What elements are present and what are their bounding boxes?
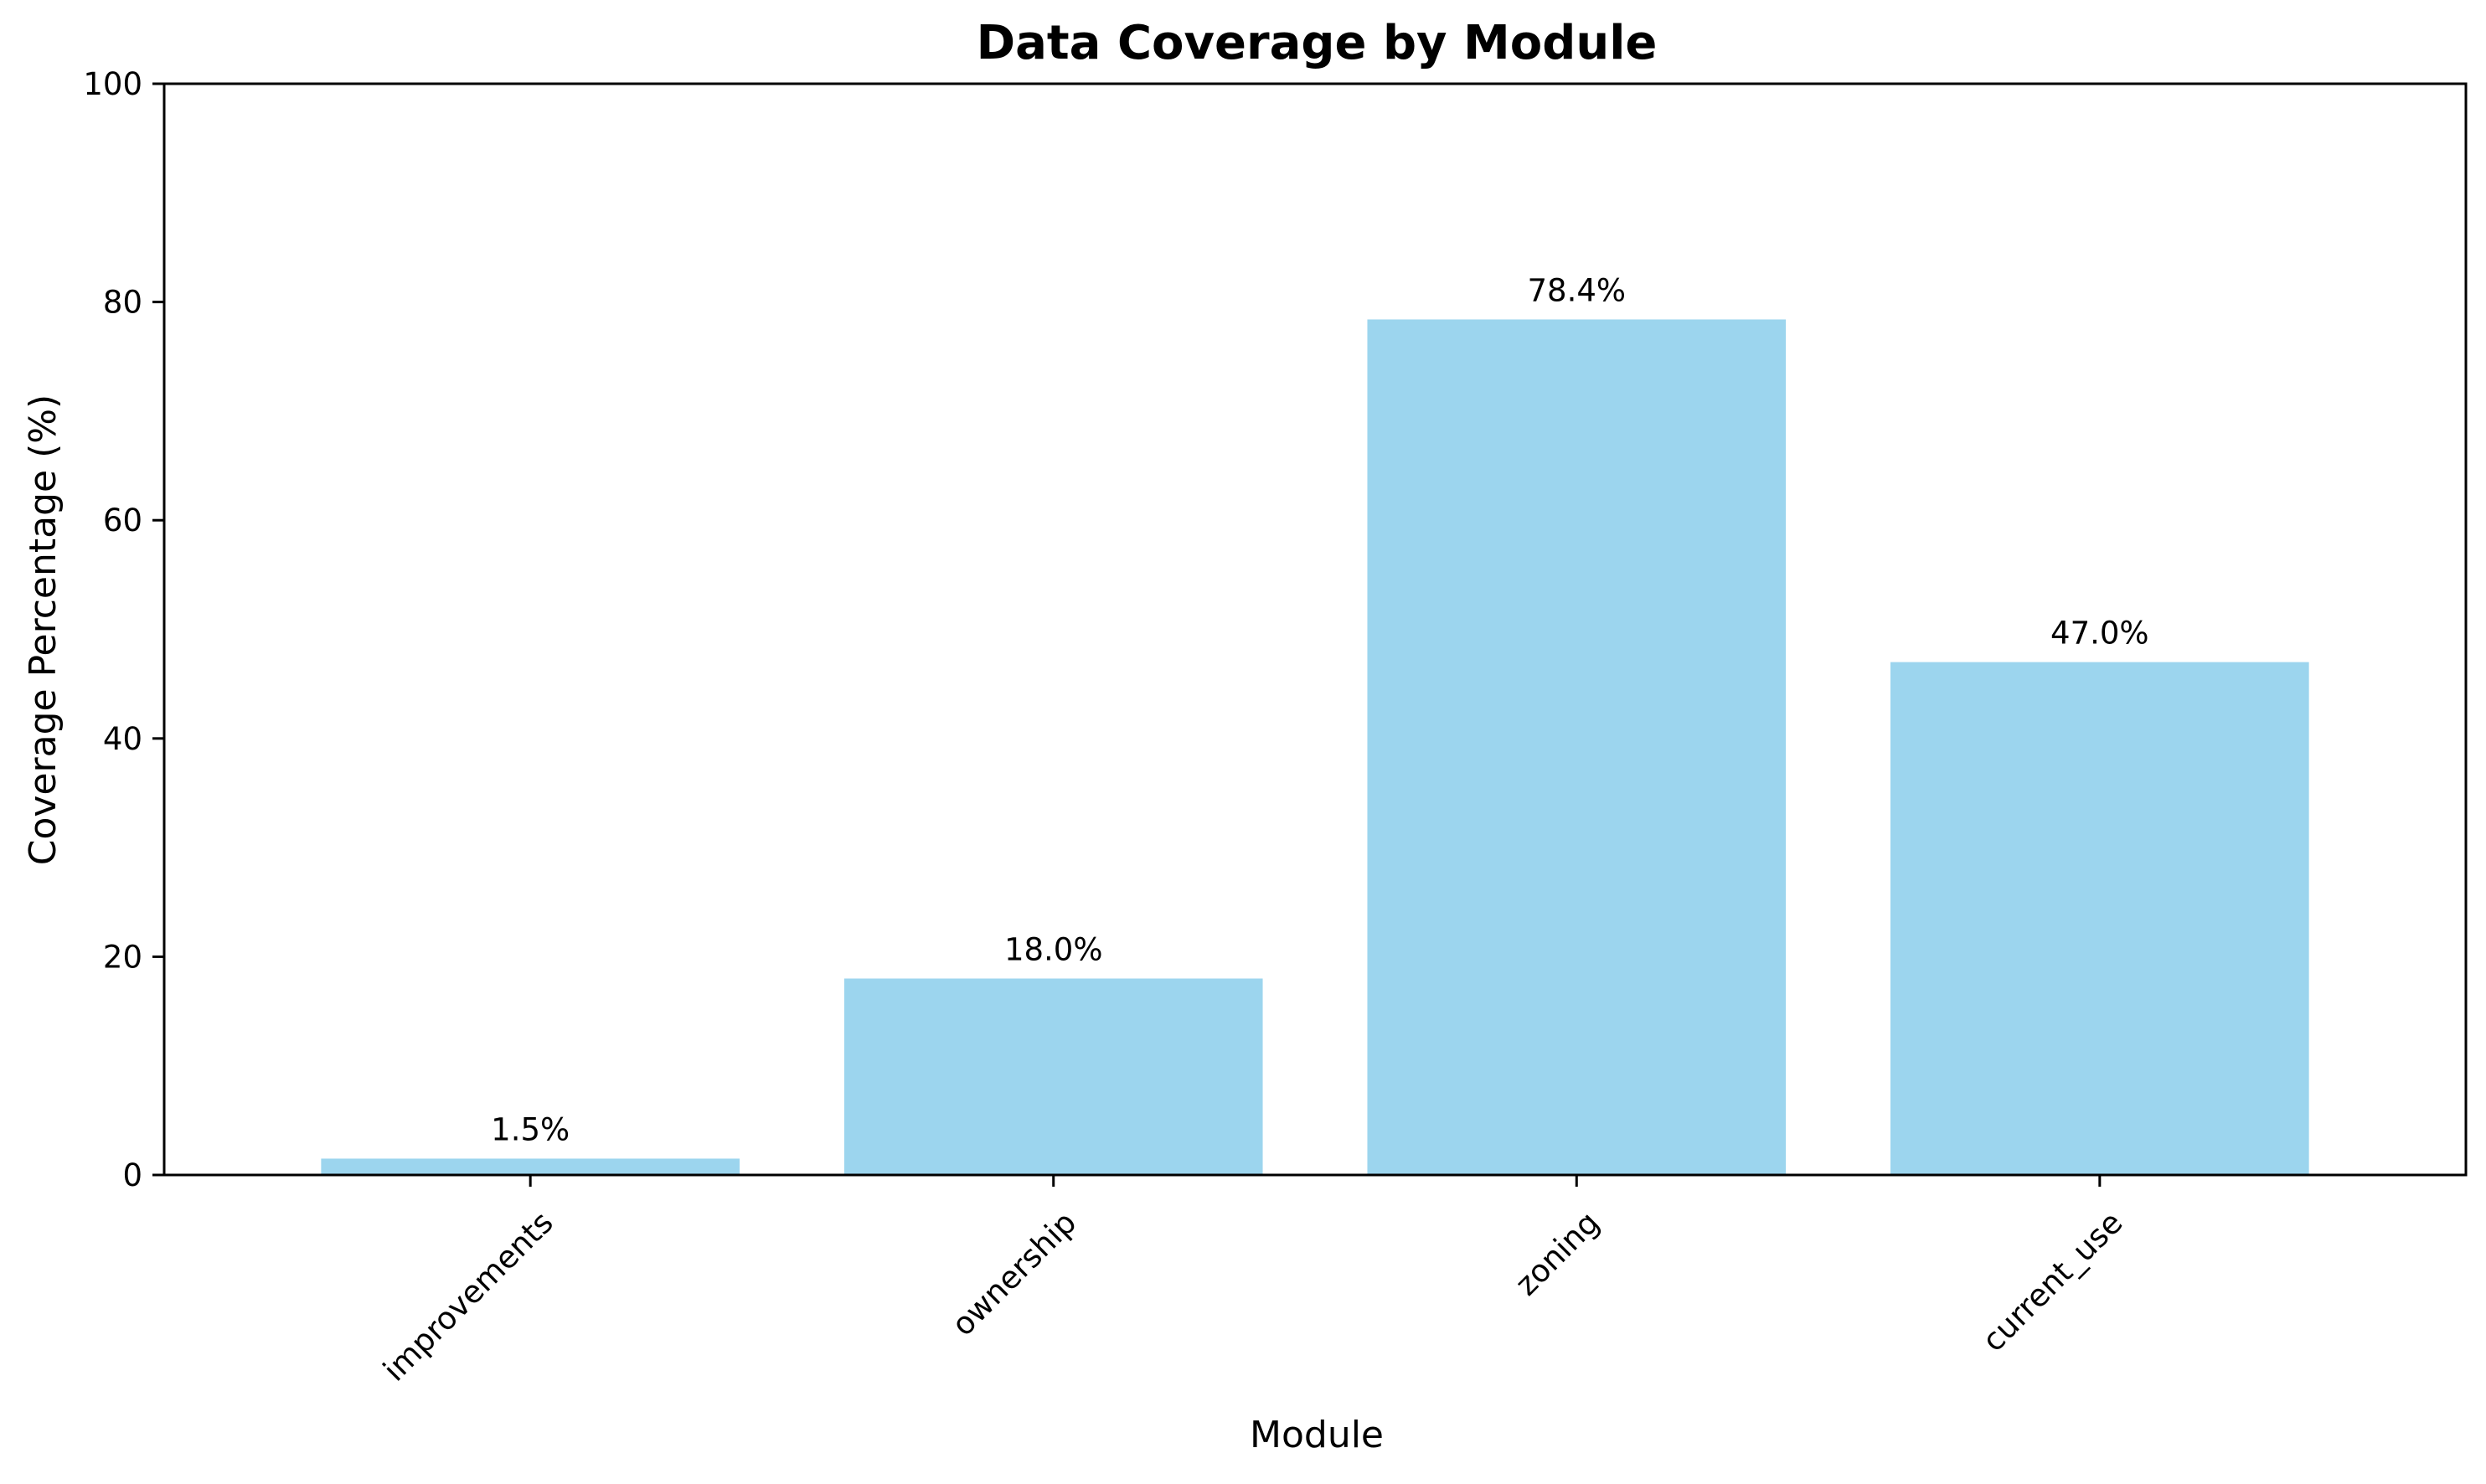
y-tick-label: 60 bbox=[103, 502, 142, 538]
chart-title: Data Coverage by Module bbox=[977, 16, 1658, 70]
bar-current_use bbox=[1890, 662, 2309, 1175]
y-tick-label: 100 bbox=[83, 66, 142, 102]
x-tick-label-zoning: zoning bbox=[1509, 1204, 1607, 1302]
axes-layer bbox=[152, 82, 2468, 1187]
y-tick-label: 0 bbox=[122, 1157, 142, 1193]
y-tick-label: 40 bbox=[103, 721, 142, 757]
y-tick-label: 20 bbox=[103, 939, 142, 975]
y-tick-label: 80 bbox=[103, 285, 142, 321]
data-label-current_use: 47.0% bbox=[2050, 616, 2149, 652]
x-axis-label: Module bbox=[1250, 1414, 1384, 1456]
x-tick-label-improvements: improvements bbox=[376, 1204, 560, 1389]
plot-frame bbox=[162, 82, 2468, 1177]
data-label-improvements: 1.5% bbox=[491, 1111, 570, 1147]
labels-layer: 1.5% 18.0% 78.4% 47.0% 0 20 40 60 80 100 improveme… bbox=[83, 66, 2148, 1389]
bar-ownership bbox=[843, 978, 1263, 1175]
bars-layer bbox=[321, 319, 2309, 1175]
y-axis-label: Coverage Percentage (%) bbox=[22, 394, 64, 865]
x-tick-label-ownership: ownership bbox=[945, 1204, 1083, 1342]
x-tick-label-current_use: current_use bbox=[1975, 1204, 2129, 1358]
bar-zoning bbox=[1367, 319, 1787, 1175]
data-label-zoning: 78.4% bbox=[1527, 272, 1626, 308]
data-label-ownership: 18.0% bbox=[1004, 931, 1103, 967]
bar-improvements bbox=[321, 1158, 740, 1175]
